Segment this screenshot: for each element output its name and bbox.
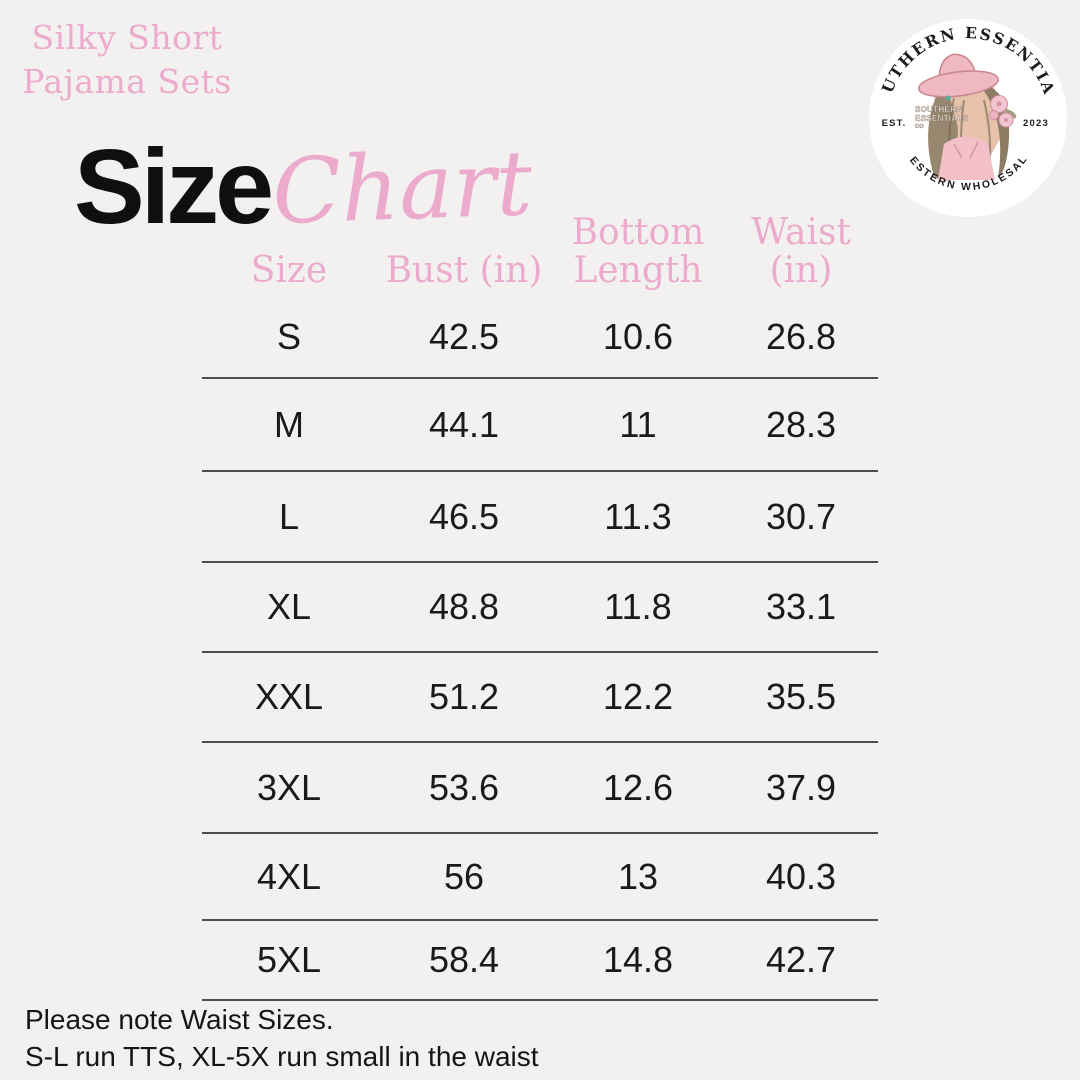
table-row: XL 48.8 11.8 33.1	[202, 563, 878, 653]
header-waist: Waist (in)	[751, 211, 851, 291]
badge-center-text: SOUTHERN ESSENTIALS CO	[915, 105, 969, 130]
cowboy-hat-icon	[918, 53, 999, 98]
note-line2: S-L run TTS, XL-5X run small in the wais…	[25, 1040, 539, 1072]
table-header-row: Size Bust (in) Bottom Length Waist (in)	[202, 210, 878, 296]
waist-cell: 40.3	[765, 855, 837, 897]
waist-cell: 42.7	[765, 939, 837, 980]
waist-cell: 28.3	[765, 403, 837, 445]
header-size: Size	[250, 249, 328, 291]
note-line1: Please note Waist Sizes.	[25, 1004, 334, 1035]
badge-text-line2: ESSENTIALS	[915, 114, 969, 123]
waist-cell: 30.7	[765, 495, 837, 537]
bottom-length-cell: 12.6	[602, 766, 674, 808]
bottom-length-cell: 10.6	[602, 315, 674, 357]
table-row: M 44.1 11 28.3	[202, 379, 878, 472]
table-row: 5XL 58.4 14.8 42.7	[202, 921, 878, 1001]
size-table: Size Bust (in) Bottom Length Waist (in) …	[202, 210, 878, 1001]
bottom-length-cell: 11	[619, 403, 657, 445]
badge-text-line1: SOUTHERN	[915, 105, 962, 114]
bust-cell: 46.5	[428, 495, 500, 537]
size-cell: L	[278, 495, 300, 537]
size-cell: 3XL	[256, 766, 322, 808]
waist-cell: 37.9	[765, 766, 837, 808]
bottom-length-cell: 12.2	[602, 676, 674, 717]
table-row: 3XL 53.6 12.6 37.9	[202, 743, 878, 834]
flower-bud	[989, 110, 999, 120]
bottom-length-cell: 11.8	[604, 586, 672, 627]
bust-cell: 58.4	[428, 939, 500, 980]
logo-est-label: EST.	[882, 118, 907, 129]
pajama-top	[938, 136, 995, 180]
page-title: Size Chart	[74, 128, 534, 246]
table-row: XXL 51.2 12.2 35.5	[202, 653, 878, 743]
product-name-line1: Silky Short	[31, 18, 223, 57]
bottom-length-cell: 13	[617, 855, 659, 897]
flower-center	[1004, 118, 1008, 122]
table-body: S 42.5 10.6 26.8 M 44.1 11 28.3 L 46.5 1…	[202, 296, 878, 1001]
size-cell: XL	[266, 586, 312, 627]
bottom-length-cell: 11.3	[604, 495, 672, 537]
size-cell: XXL	[254, 676, 324, 717]
flowers	[989, 95, 1017, 128]
size-cell: 4XL	[256, 855, 322, 897]
waist-cell: 26.8	[765, 315, 837, 357]
product-name-line2: Pajama Sets	[22, 61, 232, 101]
bust-cell: 56	[443, 855, 485, 897]
product-name: Silky Short Pajama Sets	[22, 16, 232, 103]
size-cell: 5XL	[256, 939, 322, 980]
bust-cell: 44.1	[428, 403, 500, 445]
waist-cell: 35.5	[765, 676, 837, 717]
size-cell: S	[276, 315, 301, 357]
bottom-length-cell: 14.8	[602, 939, 674, 980]
bust-cell: 53.6	[428, 766, 500, 808]
waist-cell: 33.1	[765, 586, 837, 627]
cowgirl-illustration: SOUTHERN ESSENTIALS CO	[915, 53, 1017, 181]
top-straps	[953, 141, 979, 159]
turquoise-earring	[945, 95, 951, 101]
table-row: S 42.5 10.6 26.8	[202, 296, 878, 379]
waist-size-note: Please note Waist Sizes. S-L run TTS, XL…	[25, 1002, 539, 1076]
header-bottom-length: Bottom Length	[552, 211, 724, 296]
table-row: L 46.5 11.3 30.7	[202, 472, 878, 563]
badge-text-line3: CO	[915, 124, 924, 130]
header-bust: Bust (in)	[385, 249, 543, 291]
title-size-word: Size	[74, 128, 274, 246]
bust-cell: 51.2	[428, 676, 500, 717]
bust-cell: 42.5	[428, 315, 500, 357]
brand-logo: SOUTHERN ESSENTIALS EST. 2023	[858, 8, 1067, 217]
header-bottom-length-line2: Length	[573, 249, 703, 291]
hat-brim	[918, 70, 999, 98]
logo-year-label: 2023	[1023, 118, 1049, 129]
bust-cell: 48.8	[428, 586, 500, 627]
flower-center	[996, 101, 1002, 107]
table-row: 4XL 56 13 40.3	[202, 834, 878, 921]
size-cell: M	[274, 403, 304, 445]
header-bottom-length-line1: Bottom	[571, 211, 705, 253]
